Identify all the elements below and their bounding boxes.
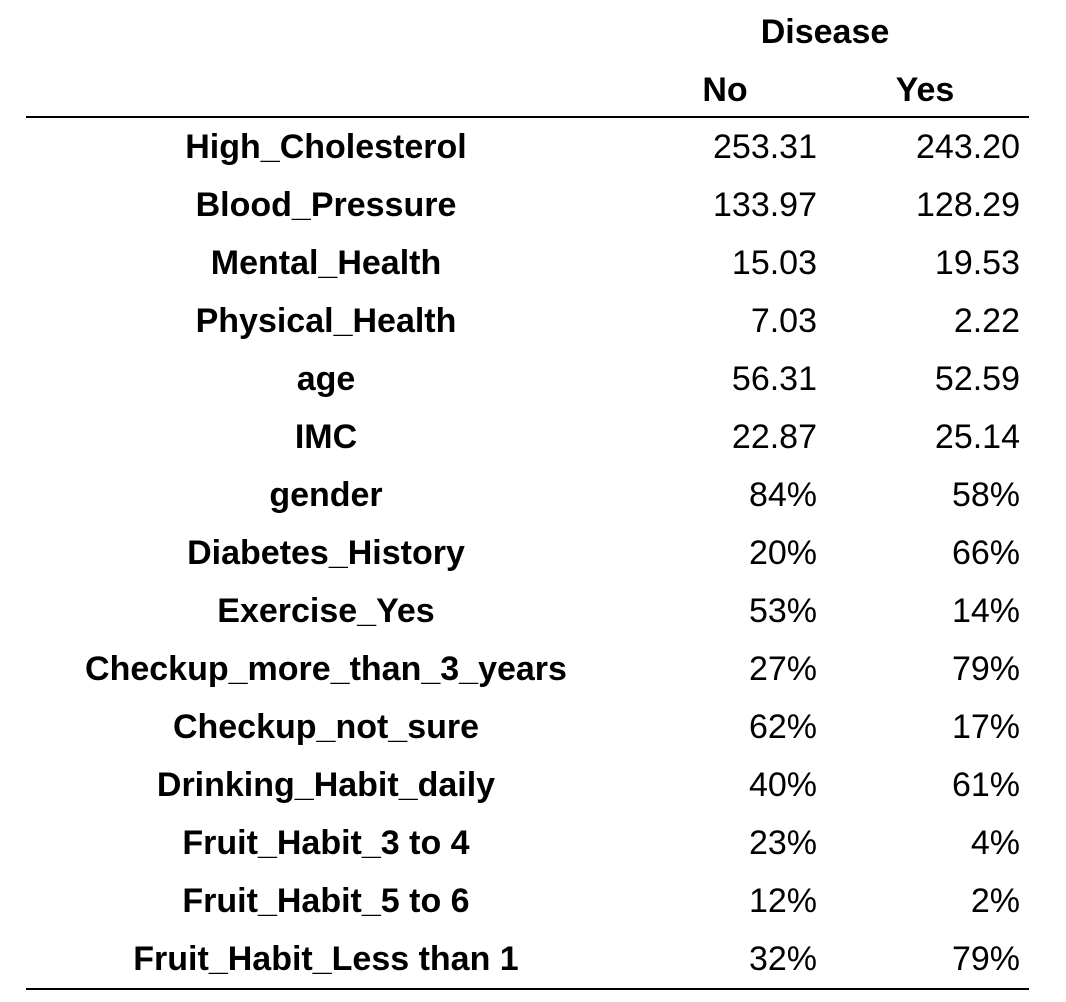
cell-yes: 2.22 — [953, 302, 1020, 340]
cell-no: 12% — [748, 882, 817, 920]
cell-yes: 2% — [970, 882, 1020, 920]
cell-no: 40% — [748, 766, 817, 804]
row-label: Mental_Health — [210, 244, 442, 282]
cell-no: 133.97 — [713, 186, 817, 224]
cell-yes: 61% — [951, 766, 1020, 804]
row-label: Diabetes_History — [187, 534, 465, 572]
column-header-yes: Yes — [895, 71, 955, 109]
row-label: gender — [269, 476, 383, 514]
table-body: High_Cholesterol 253.31 243.20 Blood_Pressu… — [0, 118, 1066, 988]
cell-no: 22.87 — [731, 418, 817, 456]
cell-yes: 243.20 — [916, 128, 1020, 166]
table-row: Checkup_more_than_3_years 27% 79% — [0, 640, 1066, 698]
row-label: Exercise_Yes — [217, 592, 435, 630]
column-header-no: No — [702, 71, 748, 109]
row-label: Drinking_Habit_daily — [156, 766, 496, 804]
table-row: Checkup_not_sure 62% 17% — [0, 698, 1066, 756]
row-label: Fruit_Habit_5 to 6 — [182, 882, 470, 920]
cell-no: 15.03 — [731, 244, 817, 282]
cell-no: 20% — [748, 534, 817, 572]
row-label: High_Cholesterol — [185, 128, 467, 166]
table-row: Fruit_Habit_3 to 4 23% 4% — [0, 814, 1066, 872]
cell-no: 253.31 — [713, 128, 817, 166]
row-label: age — [296, 360, 356, 398]
table-row: High_Cholesterol 253.31 243.20 — [0, 118, 1066, 176]
cell-yes: 52.59 — [934, 360, 1020, 398]
header-rule — [26, 116, 1029, 118]
cell-yes: 17% — [951, 708, 1020, 746]
cell-no: 62% — [748, 708, 817, 746]
table-row: Physical_Health 7.03 2.22 — [0, 292, 1066, 350]
row-label: IMC — [294, 418, 358, 456]
row-label: Blood_Pressure — [195, 186, 457, 224]
cell-yes: 19.53 — [934, 244, 1020, 282]
table-row: gender 84% 58% — [0, 466, 1066, 524]
table-row: Exercise_Yes 53% 14% — [0, 582, 1066, 640]
cell-no: 56.31 — [731, 360, 817, 398]
table-row: Fruit_Habit_Less than 1 32% 79% — [0, 930, 1066, 988]
cell-yes: 79% — [951, 650, 1020, 688]
table-row: Blood_Pressure 133.97 128.29 — [0, 176, 1066, 234]
cell-no: 7.03 — [750, 302, 817, 340]
cell-yes: 58% — [951, 476, 1020, 514]
row-label: Checkup_more_than_3_years — [85, 650, 567, 688]
row-label: Checkup_not_sure — [172, 708, 480, 746]
cell-yes: 14% — [951, 592, 1020, 630]
table-row: Fruit_Habit_5 to 6 12% 2% — [0, 872, 1066, 930]
row-label: Physical_Health — [195, 302, 457, 340]
cell-no: 27% — [748, 650, 817, 688]
cell-yes: 66% — [951, 534, 1020, 572]
cell-no: 32% — [748, 940, 817, 978]
table-row: IMC 22.87 25.14 — [0, 408, 1066, 466]
cell-no: 53% — [748, 592, 817, 630]
group-header-disease: Disease — [760, 13, 890, 51]
bottom-rule — [26, 988, 1029, 990]
cell-no: 23% — [748, 824, 817, 862]
cell-yes: 79% — [951, 940, 1020, 978]
cell-no: 84% — [748, 476, 817, 514]
row-label: Fruit_Habit_3 to 4 — [182, 824, 470, 862]
table-row: age 56.31 52.59 — [0, 350, 1066, 408]
table-row: Mental_Health 15.03 19.53 — [0, 234, 1066, 292]
cell-yes: 25.14 — [934, 418, 1020, 456]
row-label: Fruit_Habit_Less than 1 — [133, 940, 519, 978]
cell-yes: 128.29 — [916, 186, 1020, 224]
table-row: Drinking_Habit_daily 40% 61% — [0, 756, 1066, 814]
table-row: Diabetes_History 20% 66% — [0, 524, 1066, 582]
cell-yes: 4% — [970, 824, 1020, 862]
